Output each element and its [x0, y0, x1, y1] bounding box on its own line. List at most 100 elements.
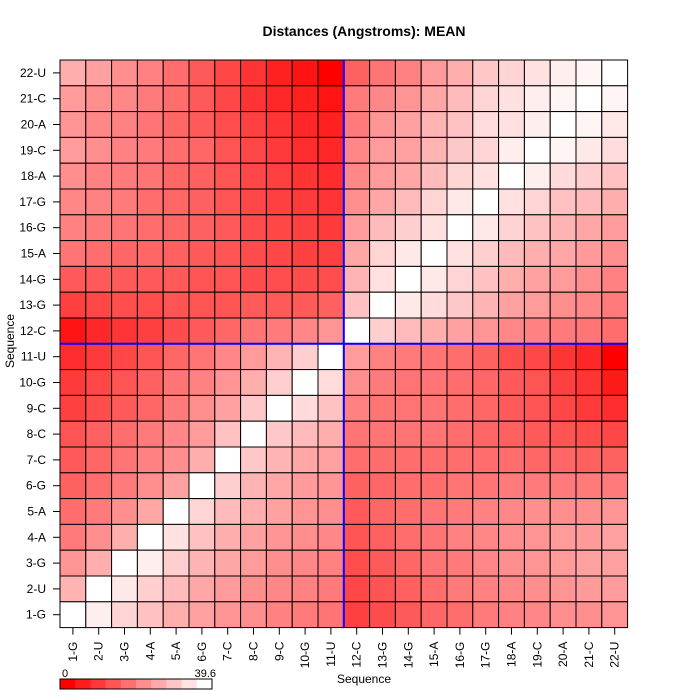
heatmap-cell [575, 111, 603, 138]
heatmap-cell [575, 575, 603, 603]
heatmap-cell [240, 343, 267, 371]
heatmap-cell [136, 343, 164, 371]
heatmap-cell [265, 214, 293, 242]
heatmap-cell [111, 446, 138, 474]
heatmap-cell [446, 240, 474, 267]
heatmap-cell [498, 214, 525, 242]
heatmap-cell [369, 575, 396, 603]
heatmap-cell [343, 111, 371, 138]
heatmap-cell [394, 420, 422, 448]
heatmap-cell [162, 317, 190, 345]
legend-swatch [166, 679, 183, 689]
heatmap-cell [420, 162, 448, 190]
heatmap-cell [549, 162, 577, 190]
heatmap-cell [523, 446, 551, 474]
x-tick-label: 20-A [556, 642, 570, 667]
heatmap-cell [369, 446, 396, 474]
heatmap-cell [188, 240, 216, 267]
heatmap-cell [420, 394, 448, 422]
heatmap-cell [136, 523, 164, 551]
heatmap-cell [111, 343, 138, 371]
heatmap-cell [394, 343, 422, 371]
heatmap-cell [162, 369, 190, 396]
heatmap-cell [136, 446, 164, 474]
heatmap-cell [472, 85, 500, 113]
heatmap-cell [188, 343, 216, 371]
heatmap-cell [472, 214, 500, 242]
heatmap-cell [111, 472, 138, 500]
heatmap-cell [575, 59, 603, 87]
heatmap-cell [291, 420, 319, 448]
heatmap-cell [111, 291, 138, 319]
heatmap-cell [420, 498, 448, 525]
heatmap-cell [136, 317, 164, 345]
heatmap-cell [523, 420, 551, 448]
heatmap-cell [394, 523, 422, 551]
heatmap-cell [188, 136, 216, 164]
heatmap-cell [394, 214, 422, 242]
heatmap-cell [85, 369, 113, 396]
heatmap-cell [317, 59, 345, 87]
heatmap-cell [265, 498, 293, 525]
heatmap-cell [85, 265, 113, 293]
heatmap-cell [394, 85, 422, 113]
heatmap-cell [136, 111, 164, 138]
heatmap-cell [317, 162, 345, 190]
heatmap-cell [240, 498, 267, 525]
heatmap-cell [446, 111, 474, 138]
heatmap-cell [111, 601, 138, 629]
heatmap-cell [394, 265, 422, 293]
heatmap-cell [420, 59, 448, 87]
heatmap-cell [136, 420, 164, 448]
heatmap-cell [446, 162, 474, 190]
heatmap-cell [549, 265, 577, 293]
heatmap-cell [549, 472, 577, 500]
y-tick-label: 20-A [21, 118, 46, 132]
heatmap-cell [369, 214, 396, 242]
y-tick-label: 10-G [19, 376, 46, 390]
heatmap-cell [59, 523, 87, 551]
heatmap-cell [85, 601, 113, 629]
heatmap-cell [446, 446, 474, 474]
heatmap-cell [523, 136, 551, 164]
heatmap-cell [498, 343, 525, 371]
heatmap-cell [59, 162, 87, 190]
heatmap-cell [575, 162, 603, 190]
heatmap-cell [575, 523, 603, 551]
heatmap-cell [498, 317, 525, 345]
heatmap-cell [162, 549, 190, 577]
heatmap-cell [549, 291, 577, 319]
heatmap-cell [291, 446, 319, 474]
heatmap-cell [162, 59, 190, 87]
heatmap-cell [446, 369, 474, 396]
heatmap-cell [523, 317, 551, 345]
heatmap-cell [265, 188, 293, 216]
x-axis-label: Sequence [337, 672, 391, 686]
heatmap-cell [549, 111, 577, 138]
heatmap-cell [265, 420, 293, 448]
heatmap-cell [523, 265, 551, 293]
x-tick-label: 19-C [530, 641, 544, 667]
heatmap-cell [291, 472, 319, 500]
heatmap-cell [420, 420, 448, 448]
heatmap-cell [214, 394, 242, 422]
heatmap-cell [111, 162, 138, 190]
heatmap-cell [343, 498, 371, 525]
heatmap-cell [549, 240, 577, 267]
heatmap-cell [59, 59, 87, 87]
heatmap-cell [85, 188, 113, 216]
heatmap-cell [85, 446, 113, 474]
heatmap-cell [472, 446, 500, 474]
heatmap-cell [394, 188, 422, 216]
heatmap-cell [446, 265, 474, 293]
heatmap-cell [291, 575, 319, 603]
heatmap-cell [188, 498, 216, 525]
heatmap-cell [59, 265, 87, 293]
y-tick-label: 22-U [20, 66, 46, 80]
heatmap-cell [265, 472, 293, 500]
heatmap-cell [265, 240, 293, 267]
heatmap-cell [523, 291, 551, 319]
heatmap-cell [188, 420, 216, 448]
heatmap-cell [394, 317, 422, 345]
heatmap-cell [136, 291, 164, 319]
